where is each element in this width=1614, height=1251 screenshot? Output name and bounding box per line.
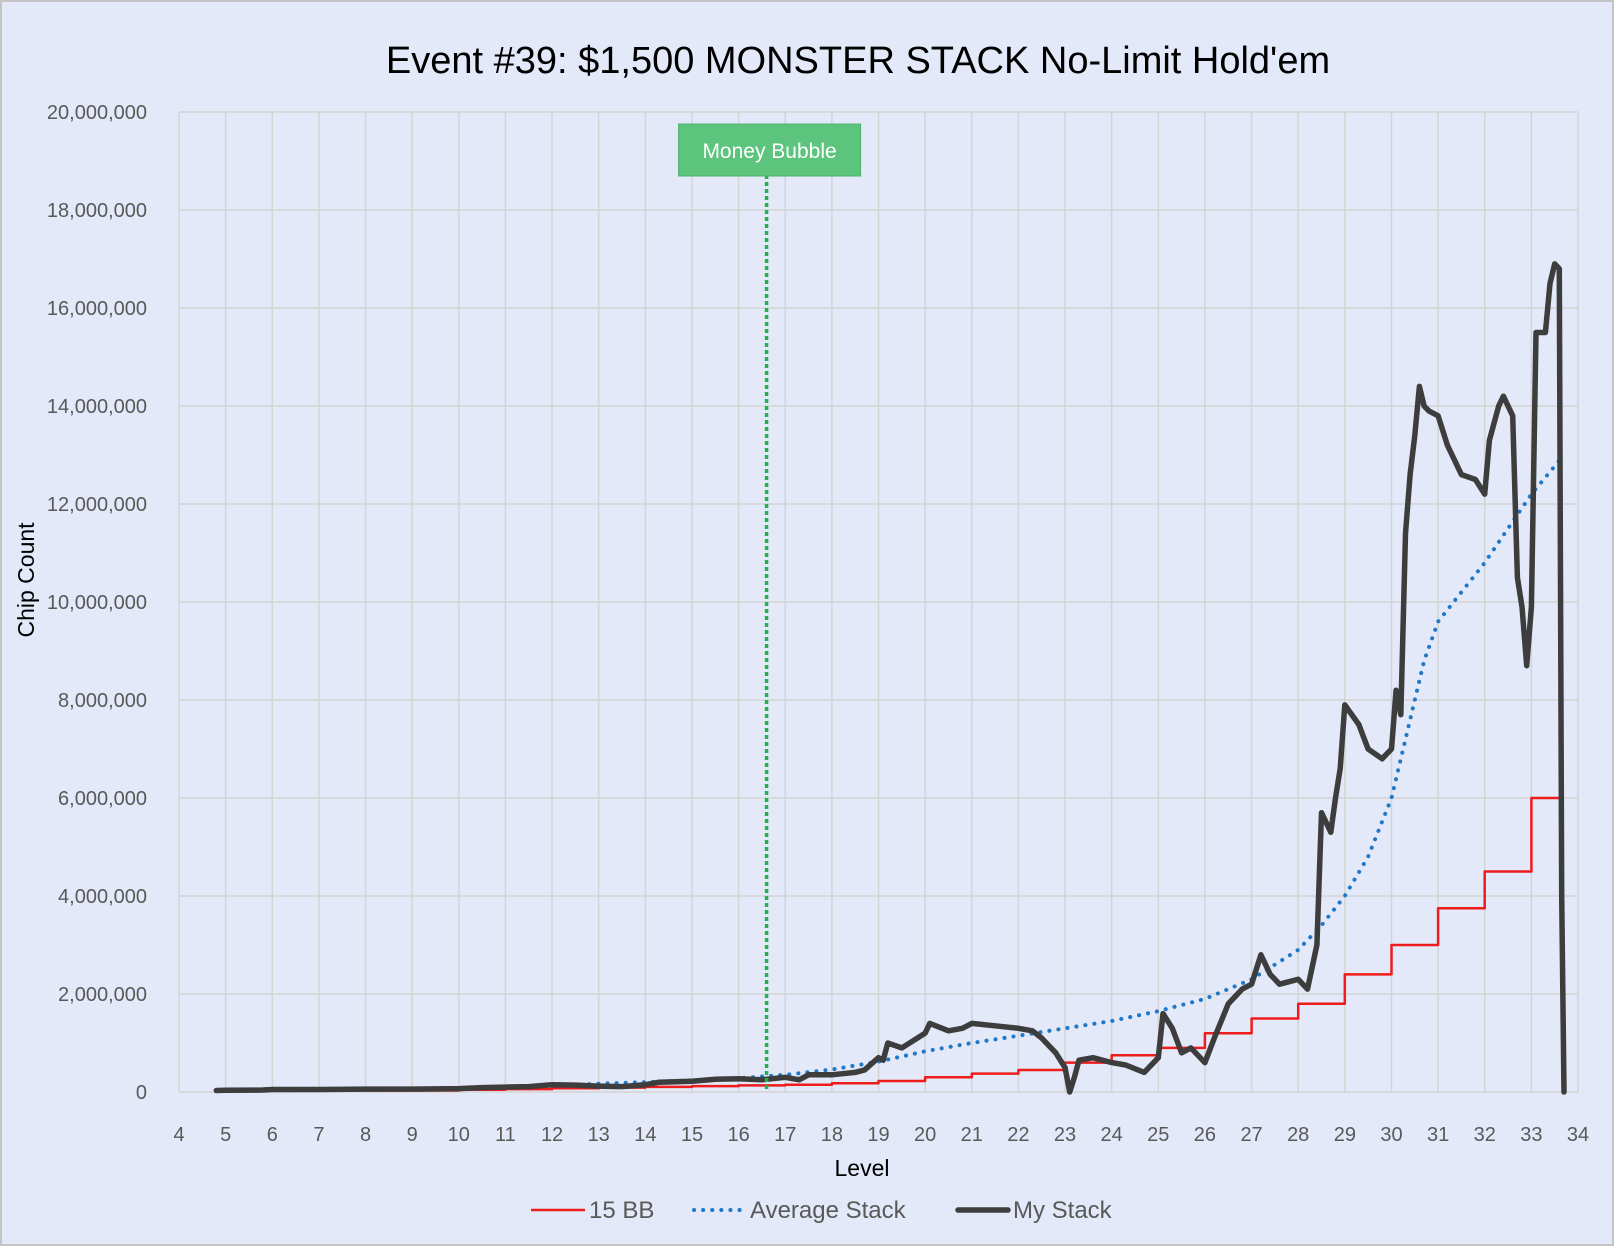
y-tick-label: 20,000,000 [47,102,147,124]
x-tick-label: 16 [727,1124,749,1146]
x-tick-label: 9 [407,1124,418,1146]
legend-item-my-stack: My Stack [955,1197,1113,1224]
y-tick-label: 4,000,000 [58,886,147,908]
x-tick-label: 25 [1147,1124,1169,1146]
x-tick-label: 8 [360,1124,371,1146]
money-bubble-annotation: Money Bubble [678,123,862,1092]
legend-item-15-bb: 15 BB [531,1197,654,1224]
y-tick-label: 6,000,000 [58,788,147,810]
x-tick-label: 27 [1240,1124,1262,1146]
legend-label: 15 BB [589,1197,654,1224]
x-tick-label: 5 [220,1124,231,1146]
x-tick-label: 19 [867,1124,889,1146]
x-tick-label: 15 [681,1124,703,1146]
legend-label: My Stack [1013,1197,1113,1224]
series-layer [213,261,1567,1095]
x-tick-label: 34 [1567,1124,1589,1146]
x-tick-label: 26 [1194,1124,1216,1146]
y-tick-label: 8,000,000 [58,690,147,712]
x-axis-title: Level [835,1155,890,1181]
y-axis-title: Chip Count [13,522,39,638]
x-tick-label: 24 [1101,1124,1123,1146]
y-tick-label: 14,000,000 [47,396,147,418]
y-tick-label: 12,000,000 [47,494,147,516]
y-tick-label: 10,000,000 [47,592,147,614]
gridlines [178,111,1579,1093]
x-tick-label: 18 [821,1124,843,1146]
x-tick-label: 29 [1334,1124,1356,1146]
x-tick-label: 13 [588,1124,610,1146]
x-tick-label: 20 [914,1124,936,1146]
series-average-stack-line [214,453,1566,1093]
y-tick-label: 18,000,000 [47,200,147,222]
x-axis-ticks: 4 5 6 7 8 9 10 11 12 13 14 15 16 17 18 19 20 21 22 23 24 25 26… [173,1124,1589,1146]
x-tick-label: 22 [1007,1124,1029,1146]
x-tick-label: 10 [448,1124,470,1146]
x-tick-label: 7 [313,1124,324,1146]
money-bubble-label: Money Bubble [702,140,836,163]
x-tick-label: 14 [634,1124,656,1146]
chart-title: Event #39: $1,500 MONSTER STACK No-Limit… [386,40,1330,82]
y-axis-ticks: 0 2,000,000 4,000,000 6,000,000 8,000,000 10,… [47,102,147,1104]
x-tick-label: 23 [1054,1124,1076,1146]
y-tick-label: 2,000,000 [58,984,147,1006]
x-tick-label: 4 [173,1124,184,1146]
x-tick-label: 30 [1380,1124,1402,1146]
money-bubble-label-box [678,123,862,177]
x-tick-label: 6 [267,1124,278,1146]
x-tick-label: 11 [495,1124,516,1146]
series-my-stack-line [213,261,1567,1095]
x-tick-label: 33 [1520,1124,1542,1146]
x-tick-label: 21 [961,1124,983,1146]
legend-label: Average Stack [750,1197,907,1224]
x-tick-label: 28 [1287,1124,1309,1146]
x-tick-label: 32 [1474,1124,1496,1146]
y-tick-label: 16,000,000 [47,298,147,320]
legend: 15 BB Average Stack My Stack [531,1197,1113,1224]
x-tick-label: 31 [1427,1124,1449,1146]
legend-item-average-stack: Average Stack [692,1197,907,1224]
y-tick-label: 0 [136,1082,147,1104]
x-tick-label: 12 [541,1124,563,1146]
x-tick-label: 17 [774,1124,796,1146]
